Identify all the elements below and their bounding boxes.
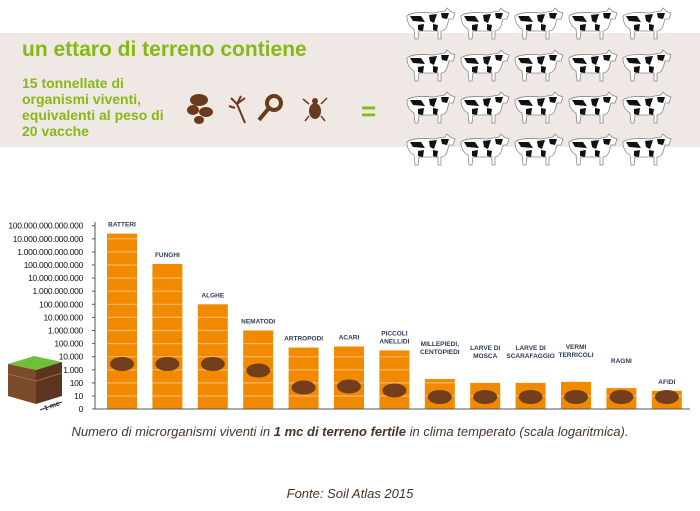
soil-cube-icon bbox=[7, 356, 63, 411]
y-tick-label: 100.000 bbox=[54, 339, 83, 349]
bar-chart: 0 10 100 1.000 10.000 100.000 1.000.000 10.000.… bbox=[8, 221, 690, 414]
organism-icon bbox=[382, 383, 407, 398]
category-label: LARVE DI MOSCA bbox=[470, 345, 500, 360]
category-label: LARVE DI SCARAFAGGIO bbox=[506, 345, 554, 360]
category-label: MILLEPIEDI, CENTOPIEDI bbox=[420, 341, 460, 356]
category-label: AFIDI bbox=[658, 379, 675, 386]
organism-icon bbox=[518, 390, 543, 404]
caption-part: in clima temperato (scala logaritmica). bbox=[405, 424, 629, 439]
category-label: ALGHE bbox=[201, 292, 224, 299]
organism-icon bbox=[609, 390, 634, 404]
organism-icon bbox=[564, 390, 588, 404]
category-label: RAGNI bbox=[611, 358, 632, 365]
category-label: VERMI TERRICOLI bbox=[558, 344, 593, 359]
bar bbox=[288, 347, 319, 409]
organism-icon bbox=[155, 357, 180, 371]
y-tick-label: 1.000.000.000.000 bbox=[17, 247, 83, 257]
bar bbox=[379, 350, 410, 409]
y-tick-label: 0 bbox=[79, 404, 84, 414]
y-tick-label: 10.000 bbox=[59, 352, 84, 362]
organism-icon bbox=[654, 390, 679, 404]
organism-icon bbox=[110, 357, 134, 371]
header-band bbox=[0, 33, 700, 147]
source-note: Fonte: Soil Atlas 2015 bbox=[286, 486, 414, 501]
organism-icon bbox=[427, 390, 452, 404]
bacteria-icon bbox=[187, 94, 213, 124]
organism-icon bbox=[473, 390, 498, 404]
category-label: ARTROPODI bbox=[284, 336, 323, 343]
y-tick-label: 1.000 bbox=[63, 365, 83, 375]
y-tick-label: 10 bbox=[74, 391, 83, 401]
y-tick-label: 100.000.000 bbox=[39, 299, 84, 309]
mite-icon bbox=[302, 97, 328, 122]
organism-icon bbox=[246, 363, 271, 378]
y-tick-label: 1.000.000.000 bbox=[33, 286, 84, 296]
organism-icon bbox=[337, 379, 361, 394]
category-label: ACARI bbox=[339, 335, 360, 342]
y-tick-label: 100.000.000.000.000 bbox=[8, 221, 83, 231]
chart-caption: Numero di microrganismi viventi in 1 mc … bbox=[0, 424, 700, 439]
fungi-icon bbox=[228, 95, 246, 124]
y-tick-label: 100 bbox=[70, 378, 84, 388]
y-tick-label: 100.000.000.000 bbox=[24, 260, 84, 270]
category-label: BATTERI bbox=[108, 222, 136, 229]
bar bbox=[107, 233, 137, 409]
y-tick-label: 10.000.000 bbox=[43, 312, 83, 322]
equals-sign: = bbox=[361, 96, 377, 126]
category-label: NEMATODI bbox=[241, 319, 275, 326]
header-title: un ettaro di terreno contiene bbox=[22, 38, 307, 61]
organism-icon bbox=[200, 357, 225, 371]
y-tick-label: 10.000.000.000.000 bbox=[13, 234, 84, 244]
category-label: PICCOLI ANELLIDI bbox=[379, 330, 409, 345]
y-tick-label: 10.000.000.000 bbox=[28, 273, 83, 283]
bar bbox=[334, 346, 364, 409]
header-subtitle: 15 tonnellate di organismi viventi, equi… bbox=[22, 75, 164, 139]
organism-icons bbox=[187, 94, 328, 124]
annelid-icon bbox=[257, 94, 283, 122]
bar bbox=[152, 263, 183, 409]
category-label: FUNGHI bbox=[155, 252, 180, 259]
y-tick-label: 1.000.000 bbox=[48, 326, 84, 336]
caption-bold: 1 mc di terreno fertile bbox=[273, 424, 406, 439]
organism-icon bbox=[291, 380, 316, 395]
caption-part: Numero di microrganismi viventi in bbox=[71, 424, 274, 439]
